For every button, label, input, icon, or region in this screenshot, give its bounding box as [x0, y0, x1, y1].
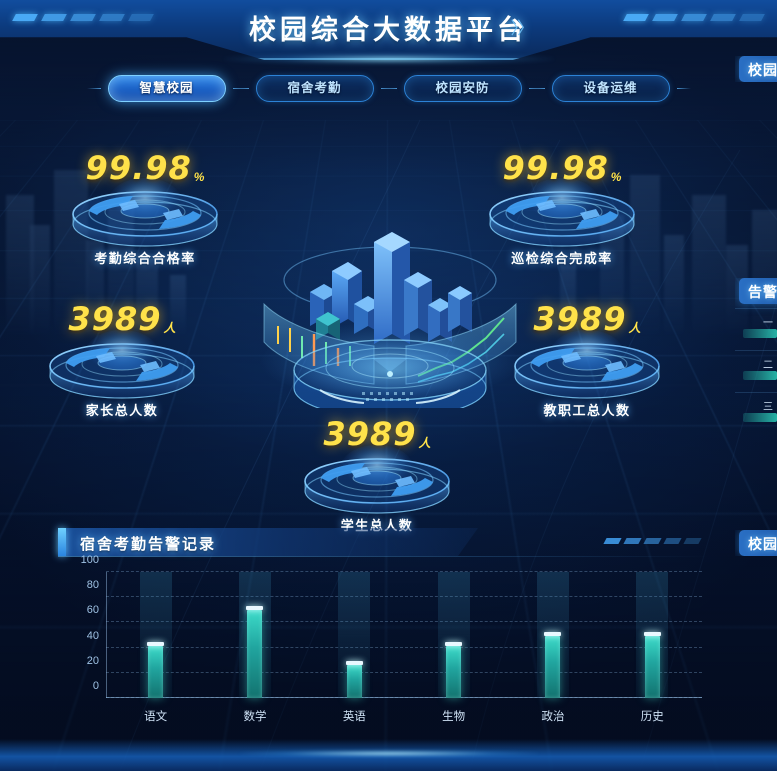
side-panel-header: 告警排行 [739, 278, 777, 304]
panel-accent-bar [58, 528, 66, 556]
chart-bar-group[interactable]: 生物 [404, 572, 503, 723]
chart-y-tick-label: 20 [86, 654, 99, 667]
chevron-right-icon: 〉〉 [510, 19, 534, 38]
side-panel-alarm-ranking[interactable]: 告警排行 一 二 三 [735, 278, 777, 468]
chart-x-tick-label: 语文 [144, 711, 168, 723]
chart-bars: 语文 数学 英语 生物 政治 历史 [106, 572, 702, 723]
side-panel-campus-devices[interactable]: 校园设备 [735, 530, 777, 556]
chart-bar-group[interactable]: 政治 [503, 572, 602, 723]
chart-y-tick-label: 100 [80, 554, 99, 566]
header-bottom-glow [223, 54, 554, 64]
side-panel-title: 告警排行 [748, 284, 777, 300]
chart-bar[interactable] [445, 642, 463, 698]
chart-plot-area: 0 20 40 60 80 100 语文 数学 英语 生物 政治 历史 [81, 554, 702, 723]
kpi-total-students: 3989 人 学生总人数 [287, 418, 467, 534]
bar-chart: 0 20 40 60 80 100 语文 数学 英语 生物 政治 历史 [58, 554, 710, 736]
list-item[interactable]: 二 [735, 350, 777, 396]
app-header: 〈〈 校园综合大数据平台 〉〉 [0, 0, 777, 64]
side-panel-header: 校园设备 [739, 530, 777, 556]
kpi-total-parents: 3989 人 家长总人数 [32, 303, 212, 419]
panel-slash-decor [603, 538, 702, 544]
kpi-pod-graphic [287, 445, 467, 519]
chart-y-tick-label: 0 [92, 680, 99, 692]
chart-x-tick-label: 政治 [541, 711, 565, 723]
kpi-patrol-completion-rate: 99.98% 巡检综合完成率 [472, 152, 652, 267]
list-item[interactable]: 一 [735, 308, 777, 354]
chart-y-tick-label: 60 [86, 604, 99, 617]
tab-campus-security[interactable]: 校园安防 [382, 75, 543, 102]
nav-tabs: 智慧校园 宿舍考勤 校园安防 设备运维 [0, 75, 777, 102]
kpi-pod-graphic [497, 330, 677, 404]
chart-x-tick-label: 英语 [342, 711, 366, 723]
rank-number: 二 [763, 360, 773, 371]
list-item[interactable]: 三 [735, 392, 777, 438]
rank-number: 三 [763, 402, 773, 413]
panel-underline [58, 556, 710, 557]
kpi-total-staff: 3989 人 教职工总人数 [497, 303, 677, 419]
chart-bar[interactable] [544, 632, 562, 698]
kpi-pod-graphic [472, 178, 652, 252]
divider [735, 392, 777, 393]
chart-x-tick-label: 生物 [442, 711, 466, 723]
tab-dorm-attendance[interactable]: 宿舍考勤 [234, 75, 395, 102]
chart-bar-group[interactable]: 历史 [603, 572, 702, 723]
chart-bar[interactable] [643, 632, 661, 698]
tab-smart-campus[interactable]: 智慧校园 [86, 75, 247, 102]
rank-number: 一 [763, 318, 773, 329]
divider [735, 308, 777, 309]
chart-bar[interactable] [147, 642, 165, 698]
chart-bar[interactable] [345, 661, 363, 698]
chart-y-tick-label: 80 [86, 579, 99, 592]
rank-bar [743, 413, 777, 422]
kpi-pod-graphic [55, 178, 235, 252]
chart-y-tick-label: 40 [86, 629, 99, 642]
panel-title: 宿舍考勤告警记录 [80, 536, 217, 553]
kpi-attendance-pass-rate: 99.98% 考勤综合合格率 [55, 152, 235, 267]
chart-x-tick-label: 数学 [243, 711, 267, 723]
kpi-pod-graphic [32, 330, 212, 404]
chart-bar-group[interactable]: 数学 [205, 572, 304, 723]
chart-x-tick-label: 历史 [640, 711, 664, 723]
rank-bar [743, 329, 777, 338]
bottom-glow-bar [0, 739, 777, 771]
dorm-attendance-alarm-panel: 宿舍考勤告警记录 0 20 40 60 80 100 语文 数学 英语 生物 政治 历史 [58, 528, 710, 740]
rank-bar [743, 371, 777, 380]
chart-bar[interactable] [246, 605, 264, 698]
rank-list: 一 二 三 [735, 308, 777, 438]
divider [735, 350, 777, 351]
chart-bar-group[interactable]: 语文 [106, 572, 205, 723]
side-panel-title: 校园设备 [748, 536, 777, 552]
panel-header: 宿舍考勤告警记录 [58, 528, 710, 558]
page-title: 校园综合大数据平台 [249, 15, 528, 45]
chart-bar-group[interactable]: 英语 [305, 572, 404, 723]
tab-device-ops[interactable]: 设备运维 [530, 75, 691, 102]
